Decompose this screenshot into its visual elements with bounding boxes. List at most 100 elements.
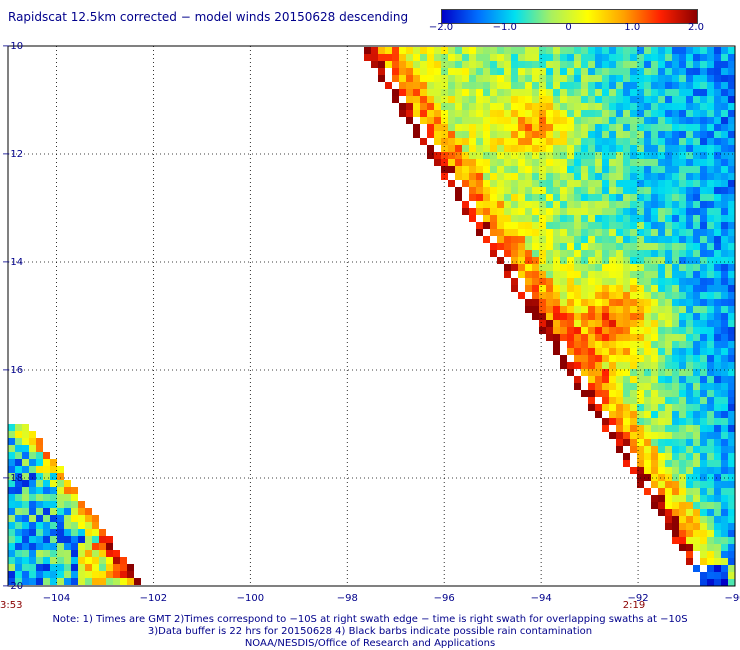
wind-cell: [651, 495, 658, 502]
wind-cell: [574, 201, 581, 208]
wind-cell: [714, 369, 721, 376]
wind-cell: [553, 292, 560, 299]
wind-cell: [490, 89, 497, 96]
wind-cell: [567, 313, 574, 320]
wind-cell: [644, 229, 651, 236]
wind-cell: [651, 348, 658, 355]
wind-cell: [679, 467, 686, 474]
wind-cell: [8, 578, 15, 585]
wind-cell: [99, 543, 106, 550]
wind-cell: [532, 243, 539, 250]
wind-cell: [8, 494, 15, 501]
wind-cell: [728, 572, 735, 579]
wind-cell: [707, 404, 714, 411]
wind-cell: [721, 306, 728, 313]
wind-cell: [658, 313, 665, 320]
wind-cell: [616, 432, 623, 439]
wind-cell: [455, 68, 462, 75]
wind-cell: [637, 320, 644, 327]
wind-cell: [714, 467, 721, 474]
wind-cell: [728, 355, 735, 362]
wind-cell: [560, 264, 567, 271]
wind-cell: [637, 474, 644, 481]
wind-cell: [721, 208, 728, 215]
wind-cell: [728, 208, 735, 215]
wind-cell: [64, 557, 71, 564]
wind-cell: [560, 173, 567, 180]
wind-cell: [420, 47, 427, 54]
wind-cell: [644, 257, 651, 264]
wind-cell: [616, 292, 623, 299]
wind-cell: [85, 515, 92, 522]
wind-cell: [644, 278, 651, 285]
wind-cell: [616, 341, 623, 348]
wind-cell: [672, 124, 679, 131]
wind-cell: [525, 96, 532, 103]
wind-cell: [714, 96, 721, 103]
wind-cell: [490, 138, 497, 145]
wind-cell: [637, 47, 644, 54]
wind-cell: [609, 68, 616, 75]
wind-cell: [497, 103, 504, 110]
wind-cell: [560, 208, 567, 215]
wind-cell: [427, 54, 434, 61]
wind-cell: [78, 564, 85, 571]
wind-cell: [560, 47, 567, 54]
wind-cell: [686, 404, 693, 411]
wind-cell: [700, 516, 707, 523]
wind-cell: [609, 208, 616, 215]
wind-cell: [15, 438, 22, 445]
wind-cell: [490, 152, 497, 159]
wind-cell: [497, 243, 504, 250]
wind-cell: [644, 89, 651, 96]
wind-cell: [616, 411, 623, 418]
wind-cell: [420, 82, 427, 89]
wind-cell: [672, 537, 679, 544]
wind-cell: [714, 103, 721, 110]
wind-cell: [714, 558, 721, 565]
wind-cell: [651, 201, 658, 208]
wind-cell: [637, 481, 644, 488]
wind-cell: [693, 278, 700, 285]
wind-cell: [728, 411, 735, 418]
wind-cell: [29, 480, 36, 487]
wind-cell: [483, 110, 490, 117]
wind-cell: [602, 425, 609, 432]
wind-cell: [567, 236, 574, 243]
wind-cell: [714, 257, 721, 264]
wind-cell: [721, 572, 728, 579]
wind-cell: [623, 96, 630, 103]
wind-cell: [532, 159, 539, 166]
wind-cell: [728, 474, 735, 481]
wind-cell: [721, 404, 728, 411]
wind-cell: [609, 362, 616, 369]
wind-cell: [616, 47, 623, 54]
wind-cell: [71, 501, 78, 508]
wind-cell: [665, 152, 672, 159]
colorbar-tick-label: 1.0: [624, 22, 641, 33]
wind-cell: [721, 75, 728, 82]
wind-cell: [700, 271, 707, 278]
wind-cell: [595, 159, 602, 166]
wind-cell: [483, 82, 490, 89]
wind-cell: [539, 327, 546, 334]
wind-cell: [623, 418, 630, 425]
wind-cell: [50, 473, 57, 480]
wind-cell: [483, 89, 490, 96]
wind-cell: [672, 530, 679, 537]
wind-cell: [637, 110, 644, 117]
wind-cell: [504, 180, 511, 187]
wind-cell: [707, 495, 714, 502]
wind-cell: [595, 173, 602, 180]
wind-cell: [8, 571, 15, 578]
wind-cell: [22, 459, 29, 466]
wind-cell: [434, 68, 441, 75]
wind-cell: [714, 334, 721, 341]
wind-cell: [504, 250, 511, 257]
wind-cell: [413, 96, 420, 103]
wind-cell: [539, 124, 546, 131]
wind-cell: [595, 82, 602, 89]
wind-cell: [581, 124, 588, 131]
wind-cell: [553, 82, 560, 89]
wind-cell: [546, 82, 553, 89]
